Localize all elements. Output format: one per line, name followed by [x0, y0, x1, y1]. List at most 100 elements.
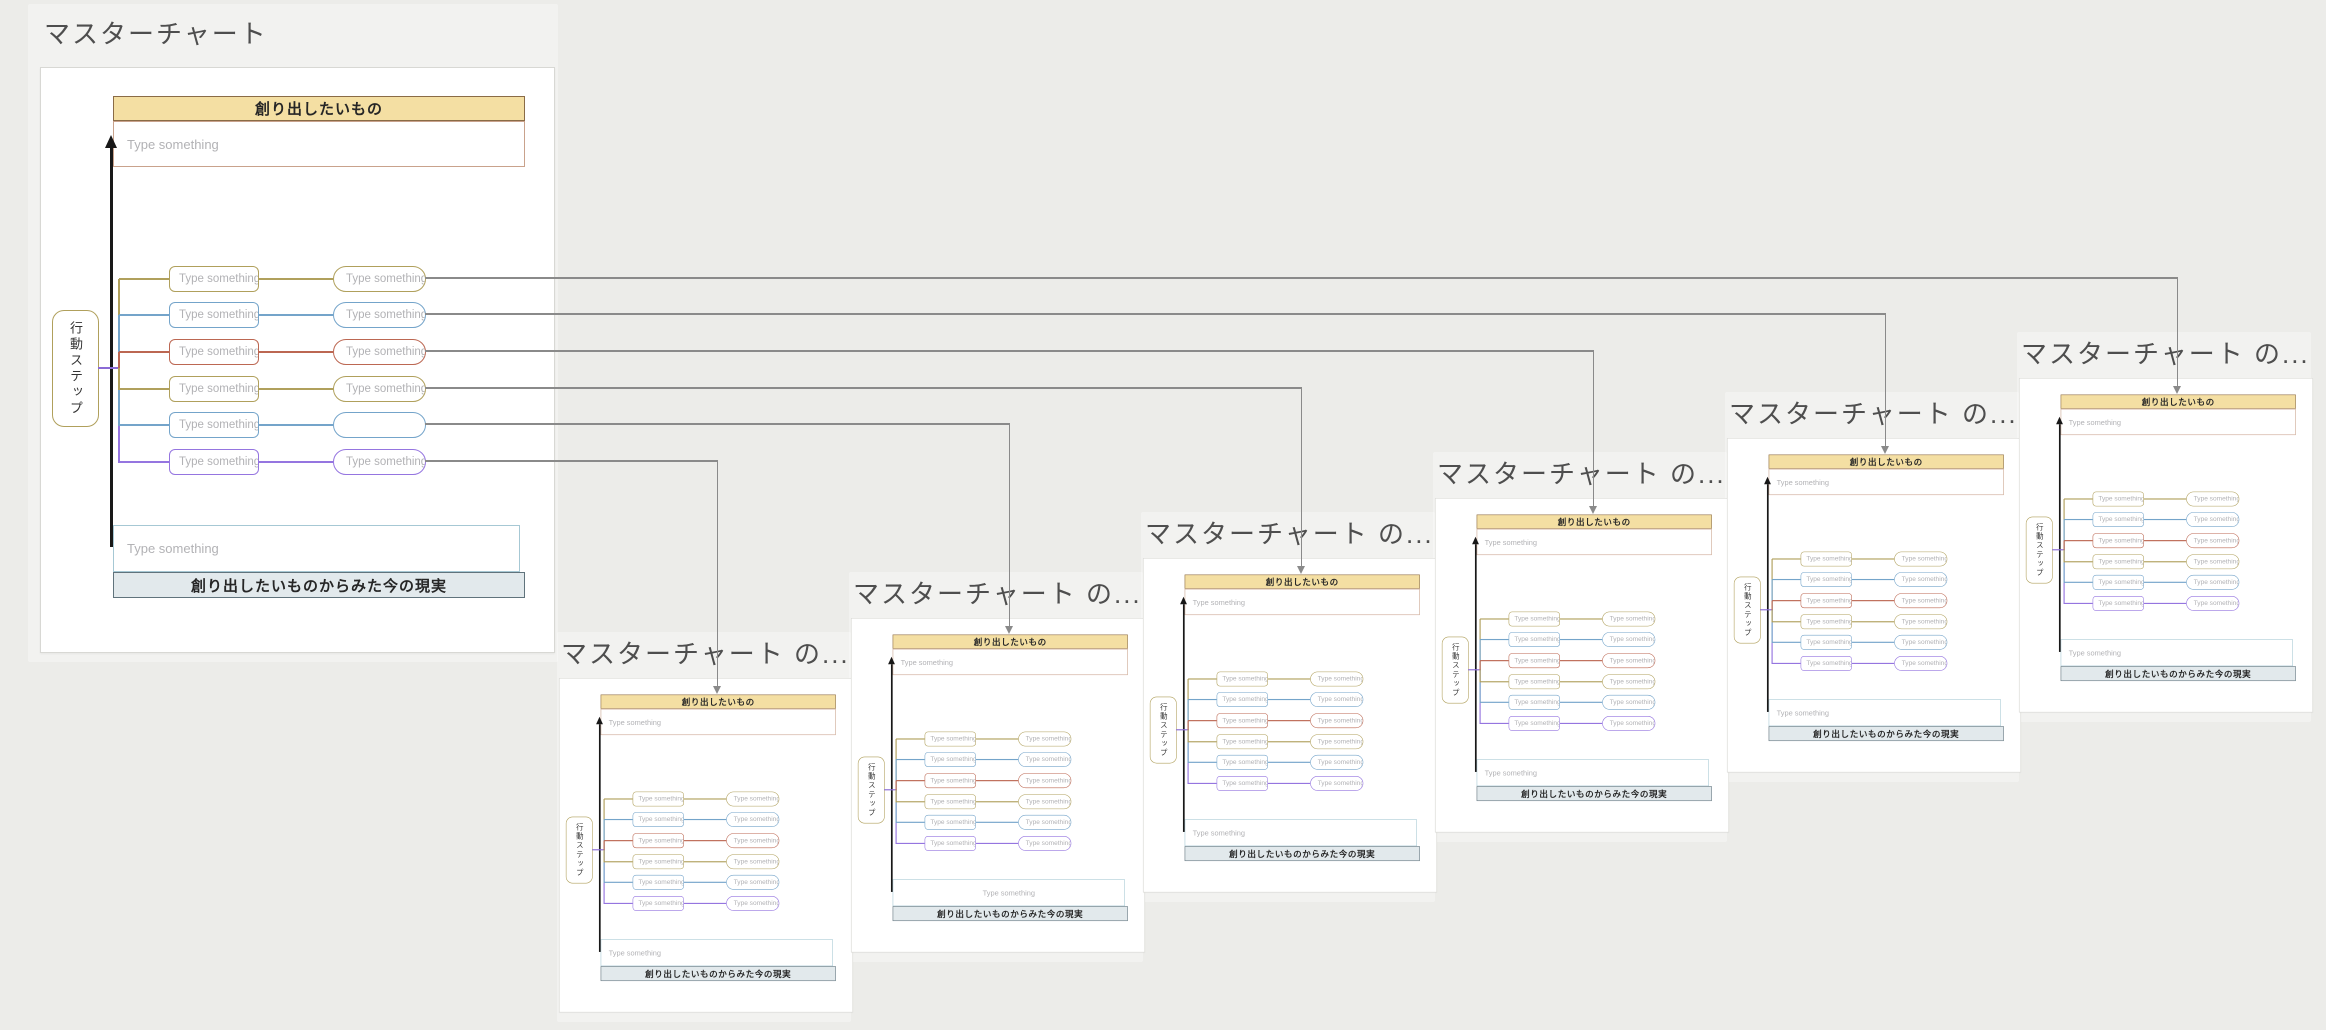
step-pill[interactable]: Type something — [924, 752, 976, 767]
step-pill[interactable]: Type something — [169, 376, 259, 402]
step-pill[interactable]: Type something — [1310, 734, 1364, 750]
step-pill[interactable]: Type something — [1602, 716, 1656, 731]
action-steps-shape[interactable]: 行動ステップ — [2025, 516, 2053, 584]
step-pill[interactable]: Type something — [1216, 692, 1268, 707]
step-pill[interactable] — [333, 412, 426, 438]
step-pill[interactable]: Type something — [1602, 632, 1656, 647]
step-pill[interactable]: Type something — [2186, 596, 2240, 611]
step-pill[interactable]: Type something — [2092, 554, 2144, 570]
step-pill[interactable]: Type something — [726, 896, 780, 911]
step-pill[interactable]: Type something — [2092, 574, 2144, 590]
step-pill[interactable]: Type something — [169, 266, 259, 292]
summary-text-field[interactable]: Type something — [1476, 759, 1709, 787]
step-pill[interactable]: Type something — [1018, 836, 1072, 851]
step-pill[interactable]: Type something — [726, 791, 780, 807]
step-pill[interactable]: Type something — [1602, 674, 1656, 690]
chart-card[interactable]: 創り出したいもの Type something 行動ステップ Type some… — [1727, 438, 2021, 773]
action-steps-shape[interactable]: 行動ステップ — [1149, 696, 1177, 764]
header-text-field[interactable]: Type something — [2060, 408, 2296, 436]
step-pill[interactable]: Type something — [169, 339, 259, 365]
action-steps-shape[interactable]: 行動ステップ — [1733, 576, 1761, 644]
step-pill[interactable]: Type something — [924, 731, 976, 747]
step-pill[interactable]: Type something — [2186, 533, 2240, 549]
step-pill[interactable]: Type something — [632, 896, 684, 911]
step-pill[interactable]: Type something — [1018, 773, 1072, 789]
header-shape[interactable]: 創り出したいもの — [1476, 514, 1712, 529]
step-pill[interactable]: Type something — [1800, 593, 1852, 609]
footer-shape[interactable]: 創り出したいものからみた今の現実 — [2060, 666, 2296, 682]
step-pill[interactable]: Type something — [1800, 551, 1852, 567]
step-pill[interactable]: Type something — [2186, 491, 2240, 507]
step-pill[interactable]: Type something — [726, 812, 780, 827]
step-pill[interactable]: Type something — [632, 833, 684, 849]
step-pill[interactable]: Type something — [1508, 632, 1560, 647]
step-pill[interactable]: Type something — [2186, 574, 2240, 590]
header-shape[interactable]: 創り出したいもの — [113, 96, 525, 121]
step-pill[interactable]: Type something — [2092, 596, 2144, 611]
step-pill[interactable]: Type something — [333, 376, 426, 402]
step-pill[interactable]: Type something — [1310, 692, 1364, 707]
header-shape[interactable]: 創り出したいもの — [600, 694, 836, 709]
step-pill[interactable]: Type something — [1508, 611, 1560, 627]
summary-text-field[interactable]: Type something — [1768, 699, 2001, 727]
step-pill[interactable]: Type something — [1800, 634, 1852, 650]
step-pill[interactable]: Type something — [726, 874, 780, 890]
step-pill[interactable]: Type something — [1216, 754, 1268, 770]
step-pill[interactable]: Type something — [333, 339, 426, 365]
chart-card[interactable]: 創り出したいもの Type something 行動ステップ Type some… — [1143, 558, 1437, 893]
step-pill[interactable]: Type something — [1216, 671, 1268, 687]
step-pill[interactable]: Type something — [1310, 776, 1364, 791]
frame-title[interactable]: マスターチャート の... — [1729, 399, 2018, 429]
step-pill[interactable]: Type something — [2092, 491, 2144, 507]
header-text-field[interactable]: Type something — [1184, 588, 1420, 616]
step-pill[interactable]: Type something — [1310, 754, 1364, 770]
step-pill[interactable]: Type something — [726, 854, 780, 870]
step-pill[interactable]: Type something — [169, 302, 259, 328]
step-pill[interactable]: Type something — [1216, 776, 1268, 791]
step-pill[interactable]: Type something — [1602, 694, 1656, 710]
header-shape[interactable]: 創り出したいもの — [2060, 394, 2296, 409]
step-pill[interactable]: Type something — [1018, 794, 1072, 810]
step-pill[interactable]: Type something — [1310, 671, 1364, 687]
step-pill[interactable]: Type something — [2092, 533, 2144, 549]
step-pill[interactable]: Type something — [1018, 814, 1072, 830]
chart-card[interactable]: 創り出したいもの Type something 行動ステップ Type some… — [559, 678, 853, 1013]
step-pill[interactable]: Type something — [333, 449, 426, 475]
step-pill[interactable]: Type something — [1894, 593, 1948, 609]
header-shape[interactable]: 創り出したいもの — [1184, 574, 1420, 589]
step-pill[interactable]: Type something — [1602, 653, 1656, 669]
header-text-field[interactable]: Type something — [1768, 468, 2004, 496]
step-pill[interactable]: Type something — [1508, 716, 1560, 731]
step-pill[interactable]: Type something — [1894, 634, 1948, 650]
step-pill[interactable]: Type something — [1800, 572, 1852, 587]
step-pill[interactable]: Type something — [1018, 731, 1072, 747]
step-pill[interactable]: Type something — [1018, 752, 1072, 767]
step-pill[interactable]: Type something — [1216, 713, 1268, 729]
header-shape[interactable]: 創り出したいもの — [1768, 454, 2004, 469]
chart-card[interactable]: 創り出したいもの Type something 行動ステップ Type some… — [40, 67, 555, 653]
summary-text-field[interactable]: Type something — [1184, 819, 1417, 847]
header-text-field[interactable]: Type something — [892, 648, 1128, 676]
frame-title[interactable]: マスターチャート — [44, 19, 268, 49]
chart-card[interactable]: 創り出したいもの Type something 行動ステップ Type some… — [1435, 498, 1729, 833]
step-pill[interactable]: Type something — [632, 812, 684, 827]
action-steps-shape[interactable]: 行動ステップ — [857, 756, 885, 824]
step-pill[interactable]: Type something — [1894, 614, 1948, 630]
footer-shape[interactable]: 創り出したいものからみた今の現実 — [1768, 726, 2004, 742]
step-pill[interactable]: Type something — [632, 791, 684, 807]
step-pill[interactable]: Type something — [924, 836, 976, 851]
action-steps-shape[interactable]: 行動ステップ — [565, 816, 593, 884]
summary-text-field[interactable]: Type something — [600, 939, 833, 967]
step-pill[interactable]: Type something — [632, 874, 684, 890]
summary-text-field[interactable]: Type something — [2060, 639, 2293, 667]
step-pill[interactable]: Type something — [1800, 656, 1852, 671]
step-pill[interactable]: Type something — [1894, 656, 1948, 671]
header-text-field[interactable]: Type something — [113, 121, 525, 167]
frame-title[interactable]: マスターチャート の... — [1437, 459, 1726, 489]
header-shape[interactable]: 創り出したいもの — [892, 634, 1128, 649]
footer-shape[interactable]: 創り出したいものからみた今の現実 — [892, 906, 1128, 922]
step-pill[interactable]: Type something — [169, 412, 259, 438]
frame-title[interactable]: マスターチャート の... — [1145, 519, 1434, 549]
step-pill[interactable]: Type something — [1216, 734, 1268, 750]
